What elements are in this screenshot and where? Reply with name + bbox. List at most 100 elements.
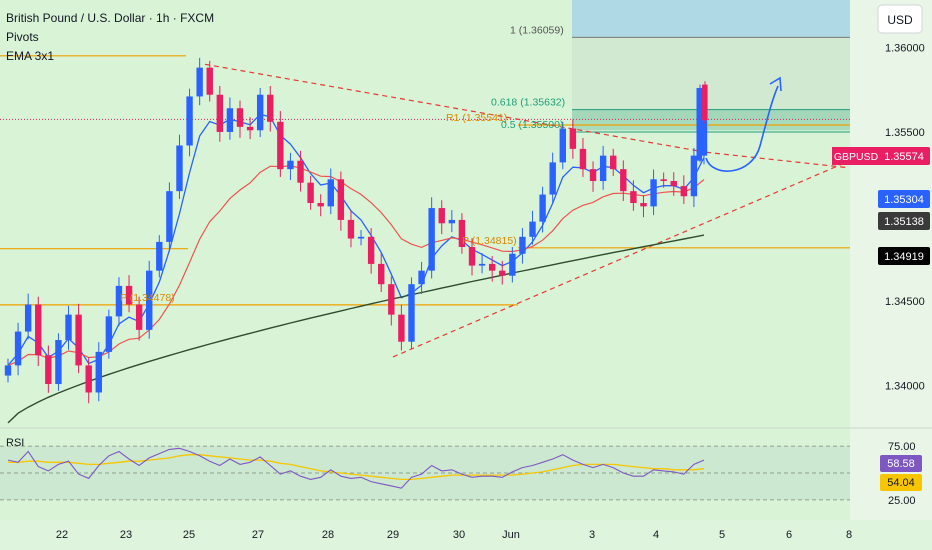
candle-body: [267, 94, 274, 122]
y-tick-label: 1.36000: [885, 42, 925, 54]
y-tick-label: 1.34000: [885, 381, 925, 393]
entry-zone: [572, 37, 850, 121]
candle-body: [388, 284, 395, 315]
candle-body: [196, 67, 203, 97]
candle-body: [488, 263, 496, 271]
candle-body: [357, 236, 365, 239]
candle-body: [680, 186, 688, 197]
x-tick-label: 29: [387, 529, 399, 541]
candle-body: [569, 128, 577, 149]
label-fib-618: 0.618 (1.35632): [491, 97, 565, 109]
candle-body: [125, 285, 133, 305]
trendline-lower: [392, 161, 847, 358]
candle-body: [95, 351, 102, 393]
currency-button[interactable]: USD: [887, 13, 913, 27]
candle-body: [620, 169, 627, 192]
candle-body: [115, 285, 123, 317]
indicator-pivots[interactable]: Pivots: [6, 30, 39, 44]
candle-body: [559, 128, 566, 163]
candle-body: [55, 340, 62, 385]
candle-body: [378, 263, 385, 285]
candle-body: [287, 160, 294, 170]
x-tick-label: 28: [322, 529, 334, 541]
currency-button-bg[interactable]: [877, 4, 923, 34]
candle-body: [579, 148, 587, 170]
candle-body: [640, 203, 647, 207]
candle-body: [85, 365, 92, 393]
candle-body: [75, 314, 82, 366]
x-tick-label: 4: [653, 529, 659, 541]
x-tick-label: 27: [252, 529, 264, 541]
candle-body: [448, 219, 456, 224]
candle-body: [146, 270, 153, 330]
candle-body: [696, 87, 703, 161]
candle-body: [428, 208, 435, 271]
chart-title[interactable]: British Pound / U.S. Dollar · 1h · FXCM: [6, 11, 214, 25]
trendline-upper-ext: [705, 151, 847, 169]
candle-body: [156, 241, 163, 271]
rsi-value-tag-bg: [880, 455, 922, 472]
projection-arrowhead: [769, 76, 782, 92]
label-p-right: P (1.34815): [462, 235, 517, 247]
y-tick-label: 1.35500: [885, 127, 925, 139]
candle-body: [277, 121, 284, 170]
candle-body: [438, 208, 445, 224]
x-tick-label: 3: [589, 529, 595, 541]
rsi-ma-tag: 54.04: [887, 477, 915, 489]
candle-body: [549, 162, 556, 195]
annotations: R1 (1.36299)R1 (1.35541)P (1.34478)P (1.…: [120, 24, 782, 304]
candle-body: [690, 155, 698, 197]
candle-body: [206, 67, 213, 95]
candle-body: [700, 120, 708, 156]
price-tag-symbol-bg: [832, 147, 880, 165]
trendlines: [204, 63, 847, 358]
time-axis-background: [0, 520, 932, 550]
risk-reward-zones: [572, 0, 850, 131]
candle-body: [347, 219, 355, 239]
label-fib-50: 0.5 (1.35500): [501, 119, 563, 131]
candle-body: [256, 94, 264, 131]
x-tick-label: 30: [453, 529, 465, 541]
candle-body: [660, 179, 667, 182]
rsi-level-label: 75.00: [888, 441, 916, 453]
price-tag-bg: [878, 147, 930, 165]
candle-body: [105, 316, 113, 352]
candle-body: [670, 181, 677, 187]
trendline-upper: [204, 63, 707, 153]
ema-slow: [7, 234, 705, 424]
rsi-line: [7, 447, 705, 489]
candle-body: [166, 191, 173, 242]
label-r1-right: R1 (1.35541): [446, 112, 507, 124]
candle-body: [246, 126, 254, 131]
candle-body: [630, 191, 637, 204]
price-tag-bg: [878, 190, 930, 208]
price-tag-value: 1.35138: [884, 216, 924, 228]
candle-body: [702, 84, 708, 121]
candle-body: [307, 182, 314, 204]
x-tick-label: Jun: [502, 529, 520, 541]
indicator-ema[interactable]: EMA 3x1: [6, 49, 54, 63]
candle-body: [24, 304, 32, 332]
price-tag-value: 1.35574: [884, 151, 924, 163]
candle-body: [236, 108, 244, 127]
candle-body: [317, 203, 324, 207]
candle-body: [327, 179, 334, 207]
x-tick-label: 22: [56, 529, 68, 541]
price-tag-value: 1.35304: [884, 194, 924, 206]
candle-body: [610, 155, 617, 170]
label-p-lower: P (1.34478): [120, 292, 175, 304]
candle-body: [226, 108, 234, 132]
projection-arrow: [705, 85, 779, 172]
price-tag-bg: [878, 247, 930, 265]
candle-body: [418, 270, 425, 285]
candle-body: [478, 263, 486, 266]
rsi-level-label: 25.00: [888, 495, 916, 507]
candle-body: [650, 179, 657, 207]
x-tick-label: 5: [719, 529, 725, 541]
candle-body: [458, 219, 466, 247]
ema-lines: [7, 113, 705, 424]
candle-body: [468, 246, 476, 266]
price-tag-symbol: GBPUSD: [834, 151, 879, 163]
x-tick-label: 25: [183, 529, 195, 541]
